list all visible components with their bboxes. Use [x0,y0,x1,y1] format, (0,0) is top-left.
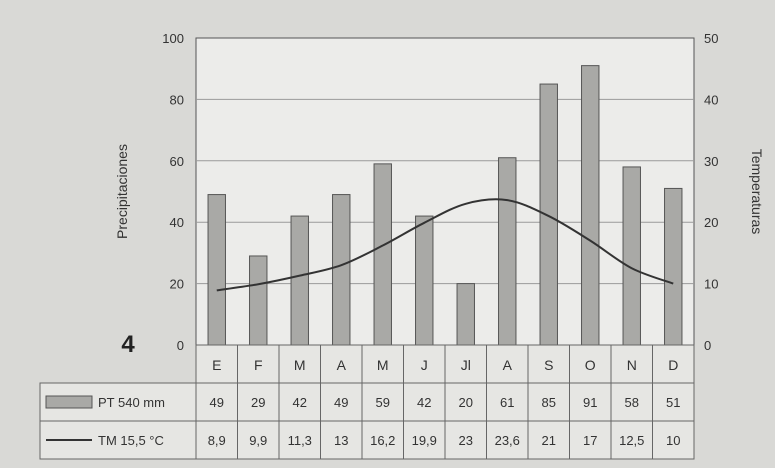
precip-bar [581,65,600,346]
month-label: J [421,357,428,373]
value-label: 42 [417,395,431,410]
value-label: 49 [210,395,224,410]
month-label: M [294,357,306,373]
precip-bar [664,187,683,346]
value-label: 61 [500,395,514,410]
precip-bar [332,194,351,346]
left-tick-label: 0 [177,338,184,353]
precip-bar [498,157,517,346]
right-tick-label: 50 [704,31,718,46]
precip-bar [373,163,392,346]
precip-bar [249,255,268,346]
value-label: 29 [251,395,265,410]
month-label: F [254,357,263,373]
value-label: 23 [459,433,473,448]
month-label: N [627,357,637,373]
value-cell [237,420,280,460]
value-label: 91 [583,395,597,410]
value-cell [652,420,695,460]
value-cell [569,420,612,460]
value-cell [610,420,653,460]
value-label: 13 [334,433,348,448]
value-cell [444,420,487,460]
value-label: 42 [293,395,307,410]
month-label: M [377,357,389,373]
value-cell [527,382,570,422]
left-tick-label: 100 [162,31,184,46]
month-label: Jl [461,357,471,373]
value-cell [403,382,446,422]
month-label: D [668,357,678,373]
value-label: 16,2 [370,433,395,448]
value-label: 17 [583,433,597,448]
series-legend-label: PT 540 mm [98,395,165,410]
precip-bar [415,215,434,346]
month-label: A [503,357,513,373]
month-cell [195,344,238,384]
value-label: 85 [542,395,556,410]
left-tick-label: 20 [170,277,184,292]
precip-bar [207,194,226,346]
month-cell [444,344,487,384]
value-cell [444,382,487,422]
series-legend-label: TM 15,5 °C [98,433,164,448]
plot-area [195,37,695,346]
right-axis-title: Temperaturas [749,149,765,235]
month-label: E [212,357,221,373]
value-label: 19,9 [412,433,437,448]
value-cell [361,420,404,460]
value-label: 10 [666,433,680,448]
value-label: 11,3 [288,433,312,448]
right-tick-label: 30 [704,154,718,169]
right-tick-label: 40 [704,92,718,107]
left-tick-label: 80 [170,92,184,107]
chart-marker: 4 [121,331,135,358]
month-cell [278,344,321,384]
value-label: 20 [459,395,473,410]
value-cell [403,420,446,460]
right-tick-label: 0 [704,338,711,353]
value-cell [527,420,570,460]
value-cell [320,382,363,422]
precip-bar [622,166,641,346]
precip-bar [290,215,309,346]
month-label: O [585,357,596,373]
month-label: A [337,357,347,373]
temperature-line [216,198,674,292]
left-axis-title: Precipitaciones [114,144,130,239]
value-cell [486,382,529,422]
month-label: S [544,357,553,373]
value-cell [652,382,695,422]
right-tick-label: 20 [704,215,718,230]
value-label: 23,6 [495,433,520,448]
value-label: 8,9 [208,433,226,448]
precip-bar [539,83,558,346]
value-cell [361,382,404,422]
month-cell [361,344,404,384]
value-label: 58 [625,395,639,410]
value-cell [278,420,321,460]
month-cell [610,344,653,384]
value-label: 9,9 [249,433,267,448]
value-label: 49 [334,395,348,410]
value-cell [237,382,280,422]
value-cell [195,420,238,460]
precip-bar [456,283,475,346]
value-label: 59 [376,395,390,410]
value-cell [320,420,363,460]
month-cell [652,344,695,384]
left-tick-label: 40 [170,215,184,230]
bar-legend-swatch [45,395,93,409]
right-tick-label: 10 [704,277,718,292]
month-cell [527,344,570,384]
value-cell [278,382,321,422]
value-label: 12,5 [619,433,644,448]
value-label: 51 [666,395,680,410]
left-tick-label: 60 [170,154,184,169]
value-label: 21 [542,433,556,448]
